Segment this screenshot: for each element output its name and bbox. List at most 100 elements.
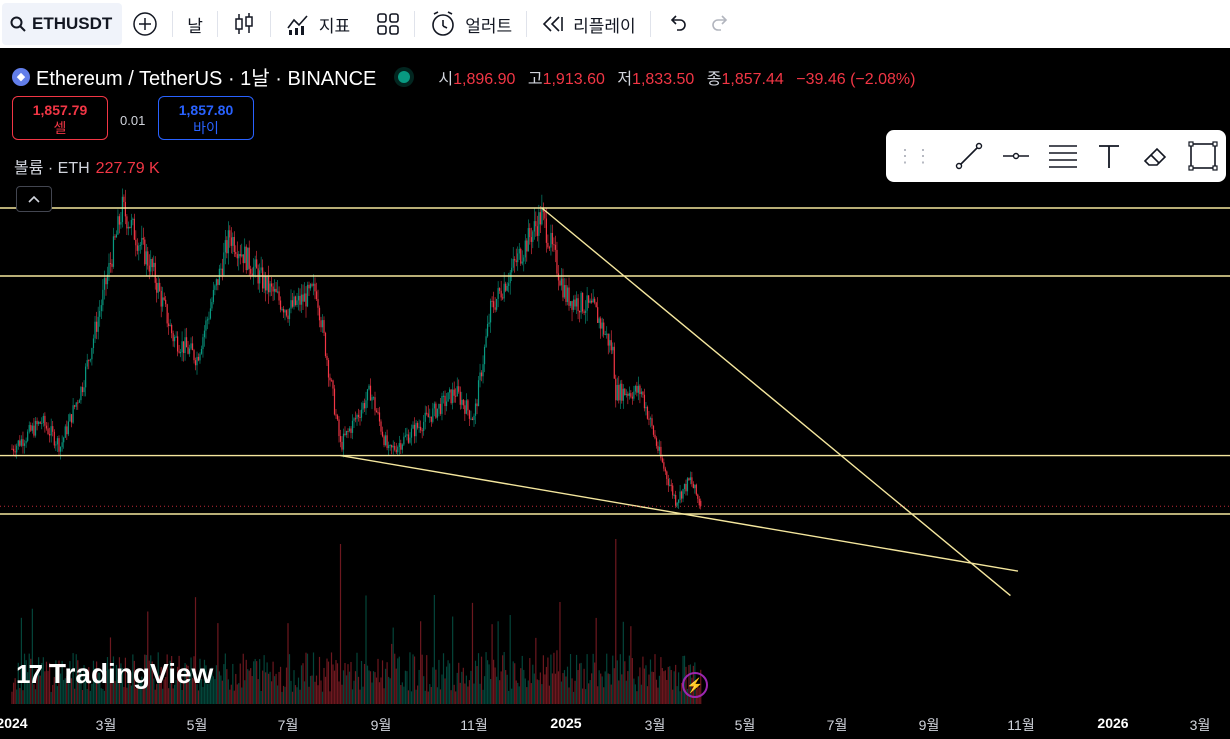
- redo-button[interactable]: [699, 0, 743, 48]
- candle-body: [220, 268, 222, 270]
- volume-bar: [627, 671, 629, 704]
- volume-bar: [80, 670, 82, 704]
- time-axis-tick: 2026: [1097, 715, 1129, 731]
- candle-body: [262, 267, 264, 289]
- volume-bar: [610, 684, 612, 704]
- candle-body: [697, 494, 699, 499]
- horizontal-ray-tool-button[interactable]: [993, 130, 1040, 182]
- volume-bar: [209, 669, 212, 704]
- volume-bar: [535, 637, 537, 704]
- tradingview-logo[interactable]: 17 TradingView: [16, 658, 213, 690]
- volume-bar: [41, 662, 43, 704]
- volume-bar: [520, 668, 522, 704]
- candle-body: [533, 221, 535, 232]
- volume-bar: [359, 689, 361, 704]
- volume-bar: [488, 664, 490, 704]
- volume-bar: [19, 688, 21, 704]
- volume-bar: [329, 691, 331, 704]
- candle-body: [263, 275, 265, 289]
- chart-pane[interactable]: ◆ Ethereum / TetherUS · 1날 · BINANCE 시1,…: [0, 48, 1230, 708]
- candle-body: [479, 372, 481, 381]
- undo-button[interactable]: [655, 0, 699, 48]
- volume-bar: [129, 674, 131, 704]
- volume-bar: [194, 597, 197, 704]
- volume-bar: [34, 689, 37, 704]
- volume-bar: [127, 677, 129, 704]
- volume-bar: [215, 665, 217, 704]
- symbol-search-button[interactable]: ETHUSDT: [2, 3, 123, 45]
- candle-body: [365, 400, 367, 409]
- candle-body: [645, 406, 647, 409]
- candle-body: [275, 288, 277, 293]
- candle-body: [339, 436, 342, 442]
- volume-bar: [646, 686, 649, 704]
- text-tool-button[interactable]: [1086, 130, 1133, 182]
- trend-line-tool-button[interactable]: [946, 130, 993, 182]
- replay-button[interactable]: 리플레이: [531, 0, 646, 48]
- toolbar-divider: [414, 11, 416, 37]
- market-status-icon[interactable]: [398, 70, 411, 83]
- symbol-title[interactable]: Ethereum / TetherUS · 1날 · BINANCE: [36, 68, 377, 90]
- select-box-tool-button[interactable]: [1179, 130, 1226, 182]
- candle-body: [459, 391, 461, 405]
- candle-body: [685, 483, 687, 492]
- volume-bar: [305, 652, 307, 704]
- eraser-tool-button[interactable]: [1133, 130, 1180, 182]
- candle-body: [436, 408, 439, 418]
- drag-handle-icon[interactable]: ⋮⋮: [896, 145, 932, 166]
- volume-bar: [108, 669, 110, 704]
- candle-body: [652, 425, 655, 435]
- volume-bar: [458, 662, 460, 704]
- candle-body: [309, 284, 312, 289]
- candle-body: [559, 280, 561, 286]
- volume-legend[interactable]: 볼륨 · ETH 227.79 K: [14, 154, 160, 178]
- candle-body: [694, 484, 696, 489]
- volume-bar: [269, 671, 271, 704]
- collapse-legend-button[interactable]: [16, 186, 52, 212]
- volume-bar: [427, 691, 429, 704]
- time-axis[interactable]: 2024 3월 5월 7월 9월 11월 2025 3월 5월 7월 9월 11월 2026 3월: [0, 708, 1230, 739]
- candle-body: [688, 478, 690, 481]
- candle-body: [625, 393, 627, 396]
- sell-button[interactable]: 1,857.79 셀: [12, 96, 108, 140]
- volume-bar: [482, 689, 484, 704]
- candle-body: [223, 252, 225, 275]
- candle-body: [77, 402, 79, 404]
- chart-type-button[interactable]: [222, 0, 266, 48]
- volume-bar: [462, 667, 464, 704]
- trend-line[interactable]: [541, 207, 1011, 597]
- candle-body: [462, 399, 464, 406]
- close-label: 종: [706, 70, 722, 88]
- buy-button[interactable]: 1,857.80 바이: [158, 96, 254, 140]
- trend-line[interactable]: [340, 454, 1019, 572]
- candle-body: [536, 226, 538, 236]
- candle-body: [244, 246, 246, 264]
- alert-button[interactable]: 얼러트: [419, 0, 522, 48]
- indicators-button[interactable]: 지표: [275, 0, 360, 48]
- volume-bar: [489, 679, 492, 704]
- candle-body: [290, 300, 292, 309]
- fib-tool-button[interactable]: [1039, 130, 1086, 182]
- candle-body: [363, 403, 366, 409]
- candle-body: [41, 422, 43, 424]
- candle-body: [150, 258, 152, 272]
- candle-body: [55, 444, 57, 446]
- volume-bar: [508, 690, 510, 704]
- candle-body: [241, 254, 243, 257]
- candle-body: [630, 393, 632, 397]
- candle-body: [194, 360, 197, 366]
- volume-bar: [42, 657, 44, 704]
- candle-body: [518, 248, 520, 254]
- compare-add-button[interactable]: [122, 0, 168, 48]
- volume-bar: [363, 663, 366, 704]
- price-chart[interactable]: [0, 48, 1230, 708]
- lightning-icon[interactable]: ⚡: [682, 672, 708, 698]
- volume-value: 227.79 K: [95, 160, 160, 177]
- volume-bar: [86, 688, 88, 704]
- interval-button[interactable]: 날: [177, 0, 213, 48]
- candle-body: [592, 298, 594, 303]
- volume-bar: [418, 669, 420, 704]
- candle-body: [235, 251, 237, 255]
- layouts-button[interactable]: [366, 0, 410, 48]
- volume-bar: [477, 653, 480, 704]
